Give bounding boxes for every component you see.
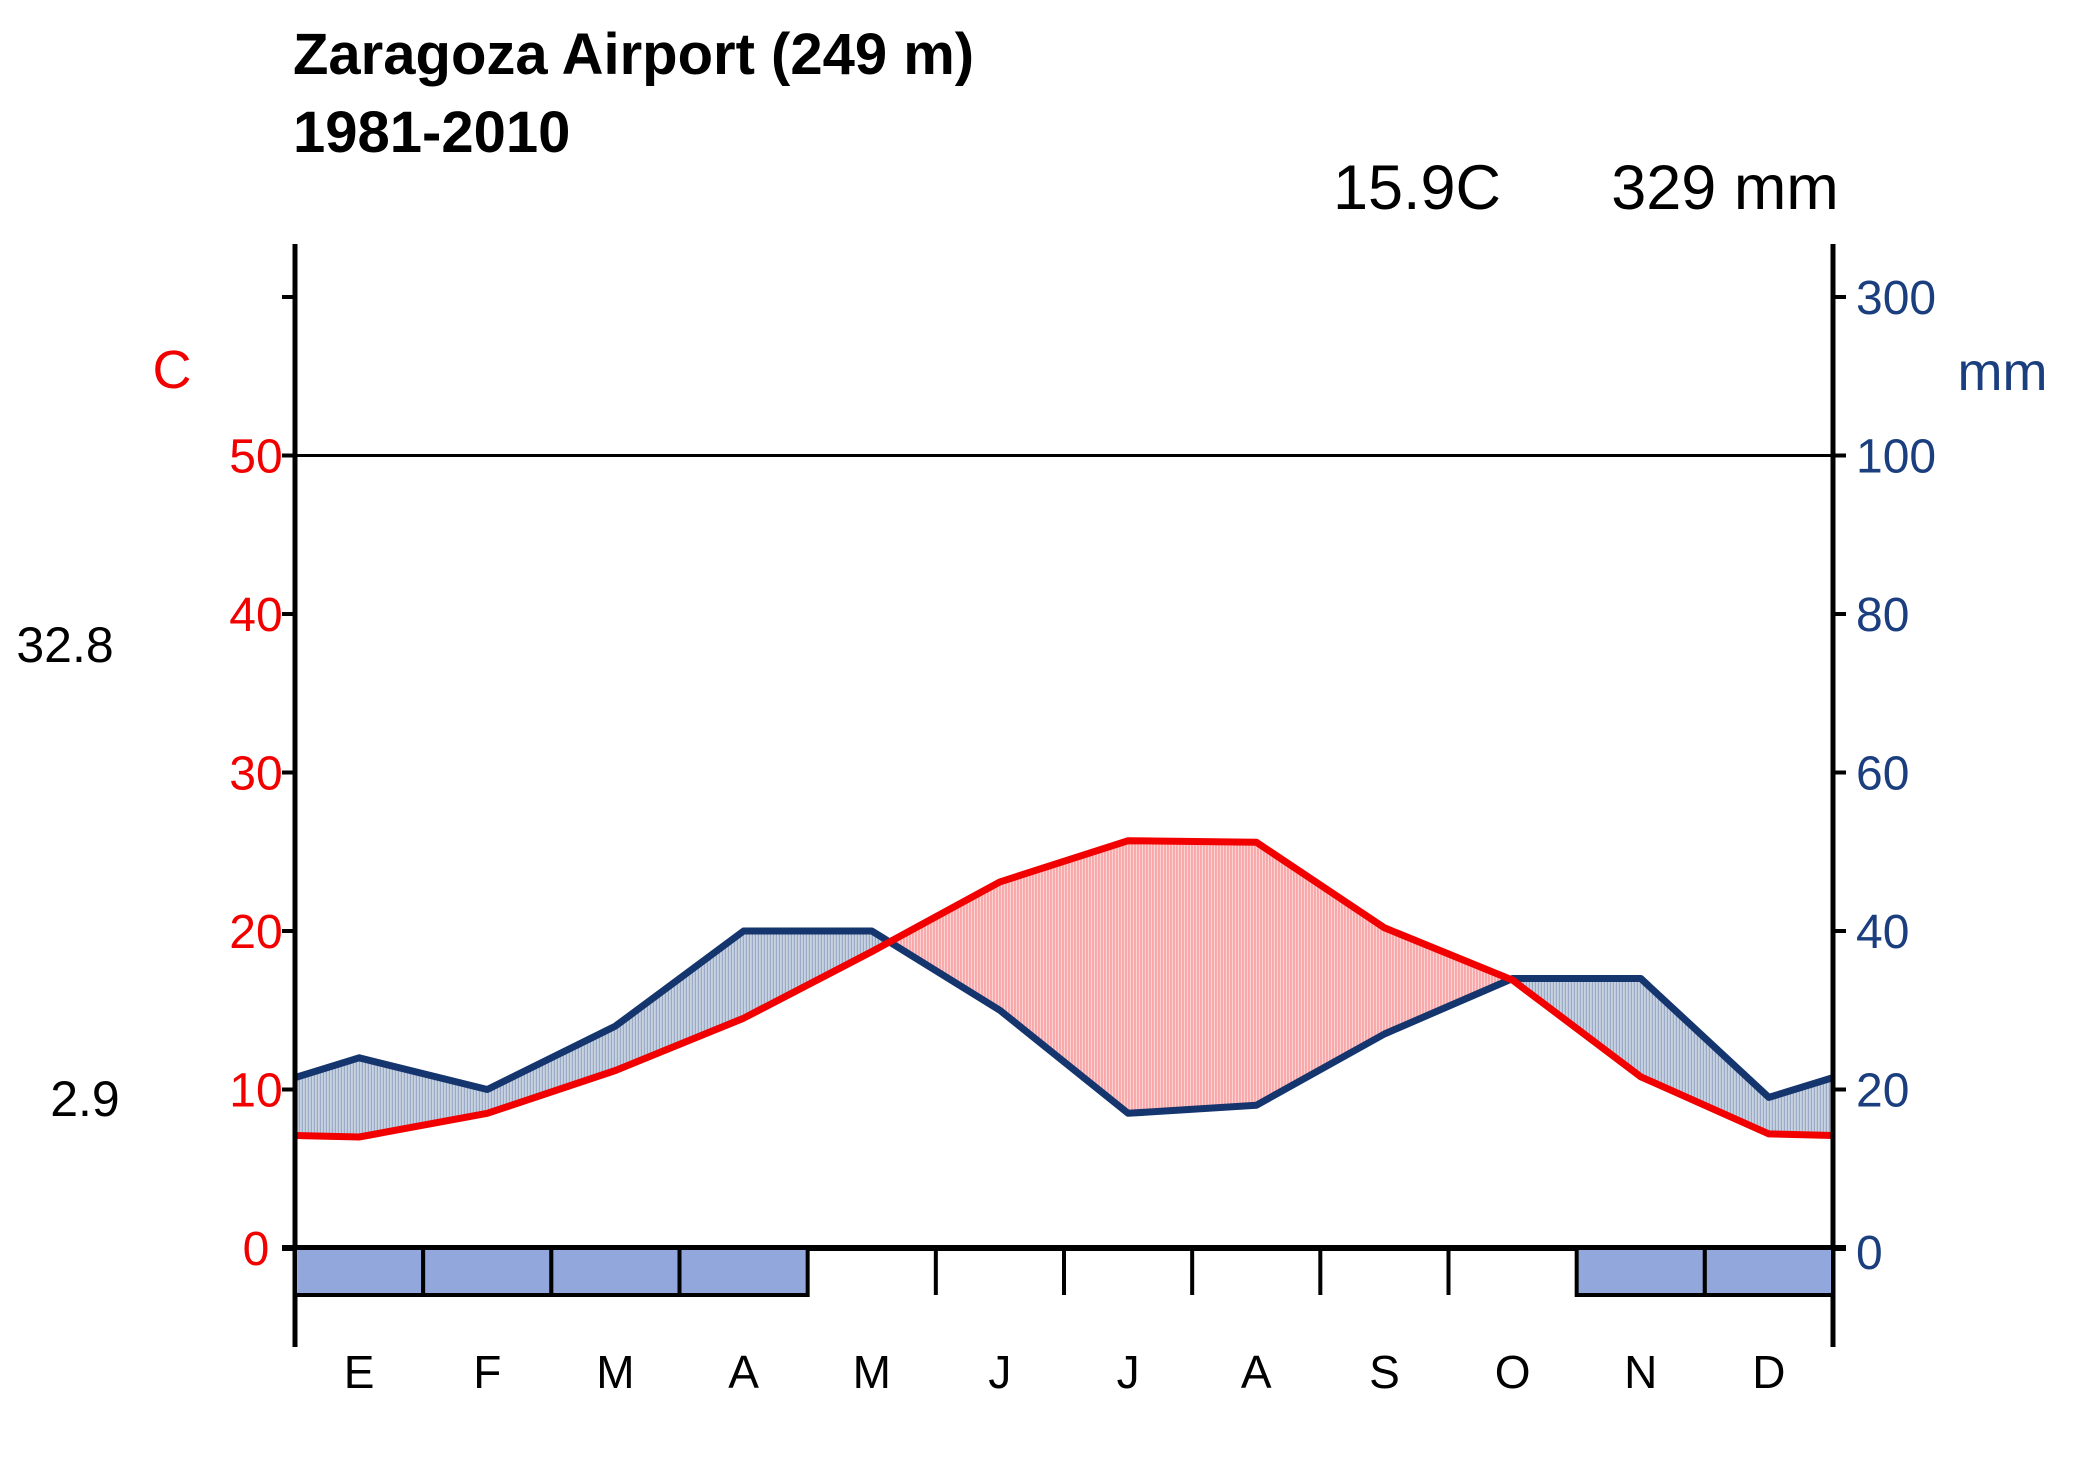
month-label: A bbox=[1241, 1346, 1272, 1398]
annual-precipitation: 329 mm bbox=[1611, 153, 1839, 223]
humid-season-area bbox=[295, 931, 890, 1137]
extreme-max-temperature-label: 32.8 bbox=[16, 617, 114, 673]
chart-title: Zaragoza Airport (249 m) 1981-2010 bbox=[293, 16, 974, 172]
left-axis-tick-label: 10 bbox=[229, 1065, 282, 1118]
right-axis-tick-label: 300 bbox=[1856, 272, 1936, 325]
left-axis-tick-label: 0 bbox=[243, 1223, 270, 1276]
left-axis-tick-label: 40 bbox=[229, 589, 282, 642]
month-label: J bbox=[1117, 1346, 1140, 1398]
right-axis-tick-label: 100 bbox=[1856, 431, 1936, 484]
month-label: F bbox=[473, 1346, 501, 1398]
month-label: N bbox=[1624, 1346, 1657, 1398]
precipitation-unit-label: mm bbox=[1957, 342, 2048, 402]
month-label: S bbox=[1369, 1346, 1400, 1398]
frost-month-bar bbox=[1702, 1246, 1836, 1297]
right-axis-tick-label: 80 bbox=[1856, 589, 1909, 642]
frost-month-bar bbox=[421, 1246, 554, 1297]
frost-month-bar bbox=[677, 1246, 810, 1297]
month-label: A bbox=[728, 1346, 759, 1398]
precipitation-line bbox=[293, 927, 1835, 1117]
right-axis-tick-label: 40 bbox=[1856, 906, 1909, 959]
right-axis-tick-label: 0 bbox=[1856, 1227, 1883, 1280]
humid-season-area bbox=[1510, 978, 1833, 1136]
month-label: M bbox=[596, 1346, 634, 1398]
left-axis-tick-label: 20 bbox=[229, 906, 282, 959]
right-axis-tick-label: 20 bbox=[1856, 1065, 1909, 1118]
right-axis-tick-label: 60 bbox=[1856, 748, 1909, 801]
left-axis-tick-label: 30 bbox=[229, 748, 282, 801]
chart-title-line2: 1981-2010 bbox=[293, 100, 571, 165]
left-axis-tick-label: 50 bbox=[229, 431, 282, 484]
month-label: M bbox=[853, 1346, 891, 1398]
annual-mean-temperature: 15.9C bbox=[1332, 153, 1502, 223]
frost-month-bar bbox=[549, 1246, 682, 1297]
chart-title-line1: Zaragoza Airport (249 m) bbox=[293, 22, 975, 87]
frost-month-bar bbox=[293, 1246, 426, 1297]
month-label: J bbox=[988, 1346, 1011, 1398]
extreme-min-temperature-label: 2.9 bbox=[50, 1071, 120, 1127]
month-label: E bbox=[344, 1346, 375, 1398]
arid-season-area bbox=[889, 840, 1511, 1114]
frost-month-bar bbox=[1574, 1246, 1707, 1297]
month-label: D bbox=[1752, 1346, 1785, 1398]
temperature-unit-label: C bbox=[152, 340, 192, 400]
temperature-line bbox=[294, 837, 1834, 1141]
month-label: O bbox=[1495, 1346, 1531, 1398]
